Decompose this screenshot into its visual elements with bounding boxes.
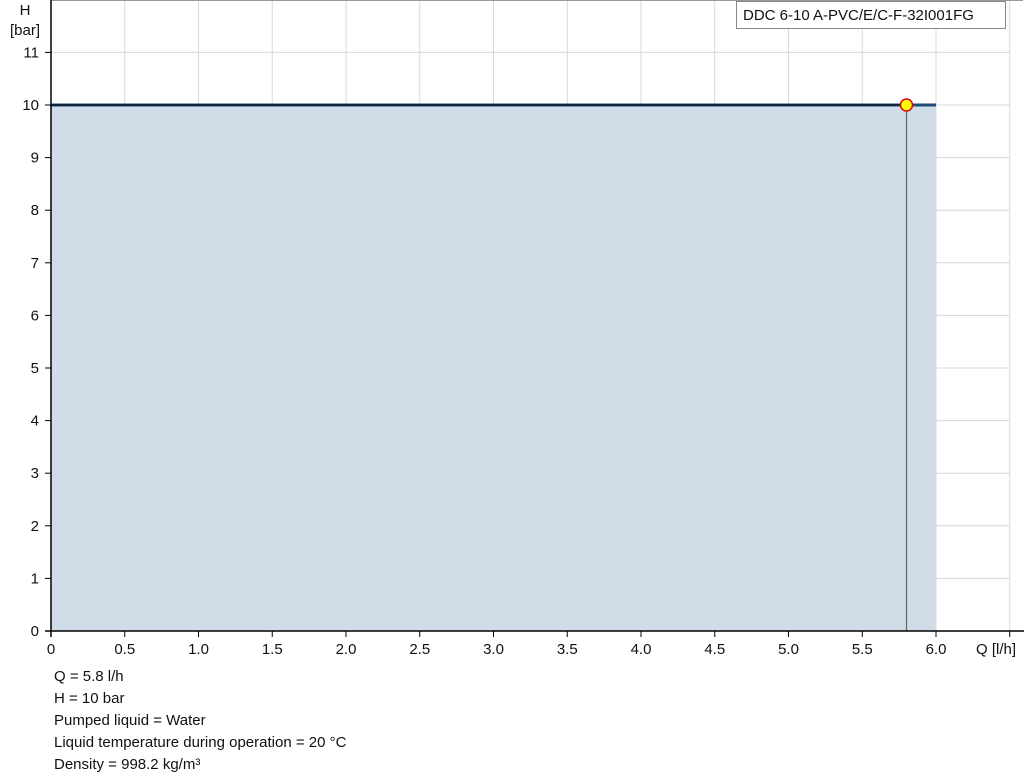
x-tick-label: 1.5: [262, 641, 283, 658]
y-tick-label: 6: [31, 307, 39, 324]
x-tick-label: 0.5: [114, 641, 135, 658]
info-temperature: Liquid temperature during operation = 20…: [54, 734, 347, 751]
axes: 0 0.5 1.0 1.5 2.0 2.5 3.0 3.5 4.0 4.5 5.0 5.5 6.0 0 1 2…: [22, 0, 1024, 658]
x-tick-label: 2.5: [409, 641, 430, 658]
y-tick-label: 8: [31, 202, 39, 219]
info-liquid: Pumped liquid = Water: [54, 712, 206, 729]
x-tick-label: 3.0: [483, 641, 504, 658]
x-tick-label: 4.5: [704, 641, 725, 658]
curve-area: [51, 105, 936, 631]
y-tick-label: 2: [31, 518, 39, 535]
x-tick-label: 5.5: [852, 641, 873, 658]
info-density: Density = 998.2 kg/m³: [54, 756, 201, 773]
y-tick-label: 3: [31, 465, 39, 482]
x-tick-label: 3.5: [557, 641, 578, 658]
operating-info: Q = 5.8 l/h H = 10 bar Pumped liquid = W…: [54, 666, 346, 776]
y-tick-label: 7: [31, 255, 39, 272]
y-tick-label: 0: [31, 623, 39, 640]
y-tick-label: 11: [23, 44, 39, 61]
info-head: H = 10 bar: [54, 690, 125, 707]
x-tick-label: 5.0: [778, 641, 799, 658]
operating-point: [899, 98, 914, 112]
y-tick-label: 10: [22, 97, 39, 114]
x-tick-label: 4.0: [631, 641, 652, 658]
y-axis-label-unit: [bar]: [10, 22, 40, 39]
x-tick-label: 6.0: [926, 641, 947, 658]
legend-product-name: DDC 6-10 A-PVC/E/C-F-32I001FG: [736, 1, 1006, 29]
y-tick-label: 4: [31, 413, 39, 430]
x-tick-label: 1.0: [188, 641, 209, 658]
y-tick-label: 5: [31, 360, 39, 377]
y-axis-label-h: H: [20, 2, 31, 19]
info-flow: Q = 5.8 l/h: [54, 668, 124, 685]
x-axis-label: Q [l/h]: [976, 641, 1016, 658]
x-tick-label: 2.0: [336, 641, 357, 658]
y-tick-label: 1: [31, 570, 39, 587]
marks: [51, 98, 936, 631]
x-tick-label: 0: [47, 641, 55, 658]
y-tick-label: 9: [31, 150, 39, 167]
